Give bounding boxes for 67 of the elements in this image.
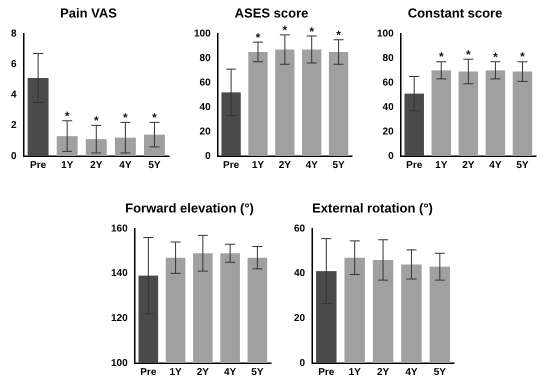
x-tick-label: 2Y [376,366,390,378]
x-tick-label: 2Y [196,366,210,378]
y-tick-label: 60 [294,223,306,234]
chart-title: ASES score [234,5,308,20]
chart-title: External rotation (°) [312,200,433,216]
x-tick-label: 4Y [306,160,318,171]
annotation: * [123,110,128,125]
y-tick-label: 60 [200,77,212,88]
x-tick-label: 4Y [489,160,502,171]
x-tick-label: 5Y [516,160,529,171]
x-tick-label: 1Y [435,160,448,171]
y-tick-label: 40 [294,268,306,280]
x-tick-label: 1Y [61,160,74,171]
y-tick-label: 8 [11,28,17,40]
y-tick-label: 140 [110,268,128,280]
x-tick-label: 1Y [252,160,264,171]
annotation: * [466,48,472,62]
y-tick-label: 0 [205,150,212,162]
chart-title: Pain VAS [60,5,118,20]
x-tick-label: 4Y [405,366,418,378]
x-tick-label: 4Y [224,366,237,378]
y-tick-label: 80 [200,52,212,64]
y-tick-label: 20 [294,312,306,324]
y-tick-label: 100 [194,28,212,40]
y-tick-label: 40 [382,102,394,113]
x-tick-label: Pre [223,160,240,171]
y-tick-label: 120 [110,312,128,324]
x-tick-label: 5Y [251,366,264,378]
x-tick-label: Pre [30,160,47,171]
y-tick-label: 2 [11,120,17,132]
x-tick-label: 5Y [148,160,161,171]
x-tick-label: 5Y [434,366,446,378]
y-tick-label: 0 [300,358,306,369]
y-tick-label: 160 [110,223,128,234]
x-tick-label: 1Y [348,366,362,378]
x-tick-label: 4Y [119,160,132,171]
annotation: * [94,114,99,128]
y-tick-label: 20 [200,126,212,138]
chart-title: Forward elevation (°) [125,200,254,216]
annotation: * [152,110,158,125]
y-tick-label: 80 [382,52,394,64]
y-tick-label: 6 [11,58,17,70]
x-tick-label: 5Y [332,160,346,171]
annotation: * [438,49,444,64]
y-tick-label: 20 [382,126,394,138]
y-tick-label: 4 [11,90,17,101]
y-tick-label: 60 [382,77,394,88]
annotation: * [493,50,498,64]
annotation: * [64,109,70,124]
chart-title: Constant score [408,5,502,20]
x-tick-label: 2Y [462,160,475,171]
annotation: * [282,23,288,38]
annotation: * [309,24,314,38]
y-tick-label: 40 [200,102,212,113]
x-tick-label: Pre [406,160,423,171]
y-tick-label: 0 [388,150,394,162]
annotation: * [520,49,526,64]
x-tick-label: Pre [140,366,157,378]
annotation: * [256,30,261,44]
x-tick-label: Pre [318,366,335,378]
annotation: * [336,28,342,42]
y-tick-label: 100 [376,28,394,40]
y-tick-label: 100 [110,358,128,369]
x-tick-label: 2Y [278,160,292,171]
y-tick-label: 0 [11,150,17,162]
x-tick-label: 1Y [169,366,182,378]
x-tick-label: 2Y [90,160,103,171]
